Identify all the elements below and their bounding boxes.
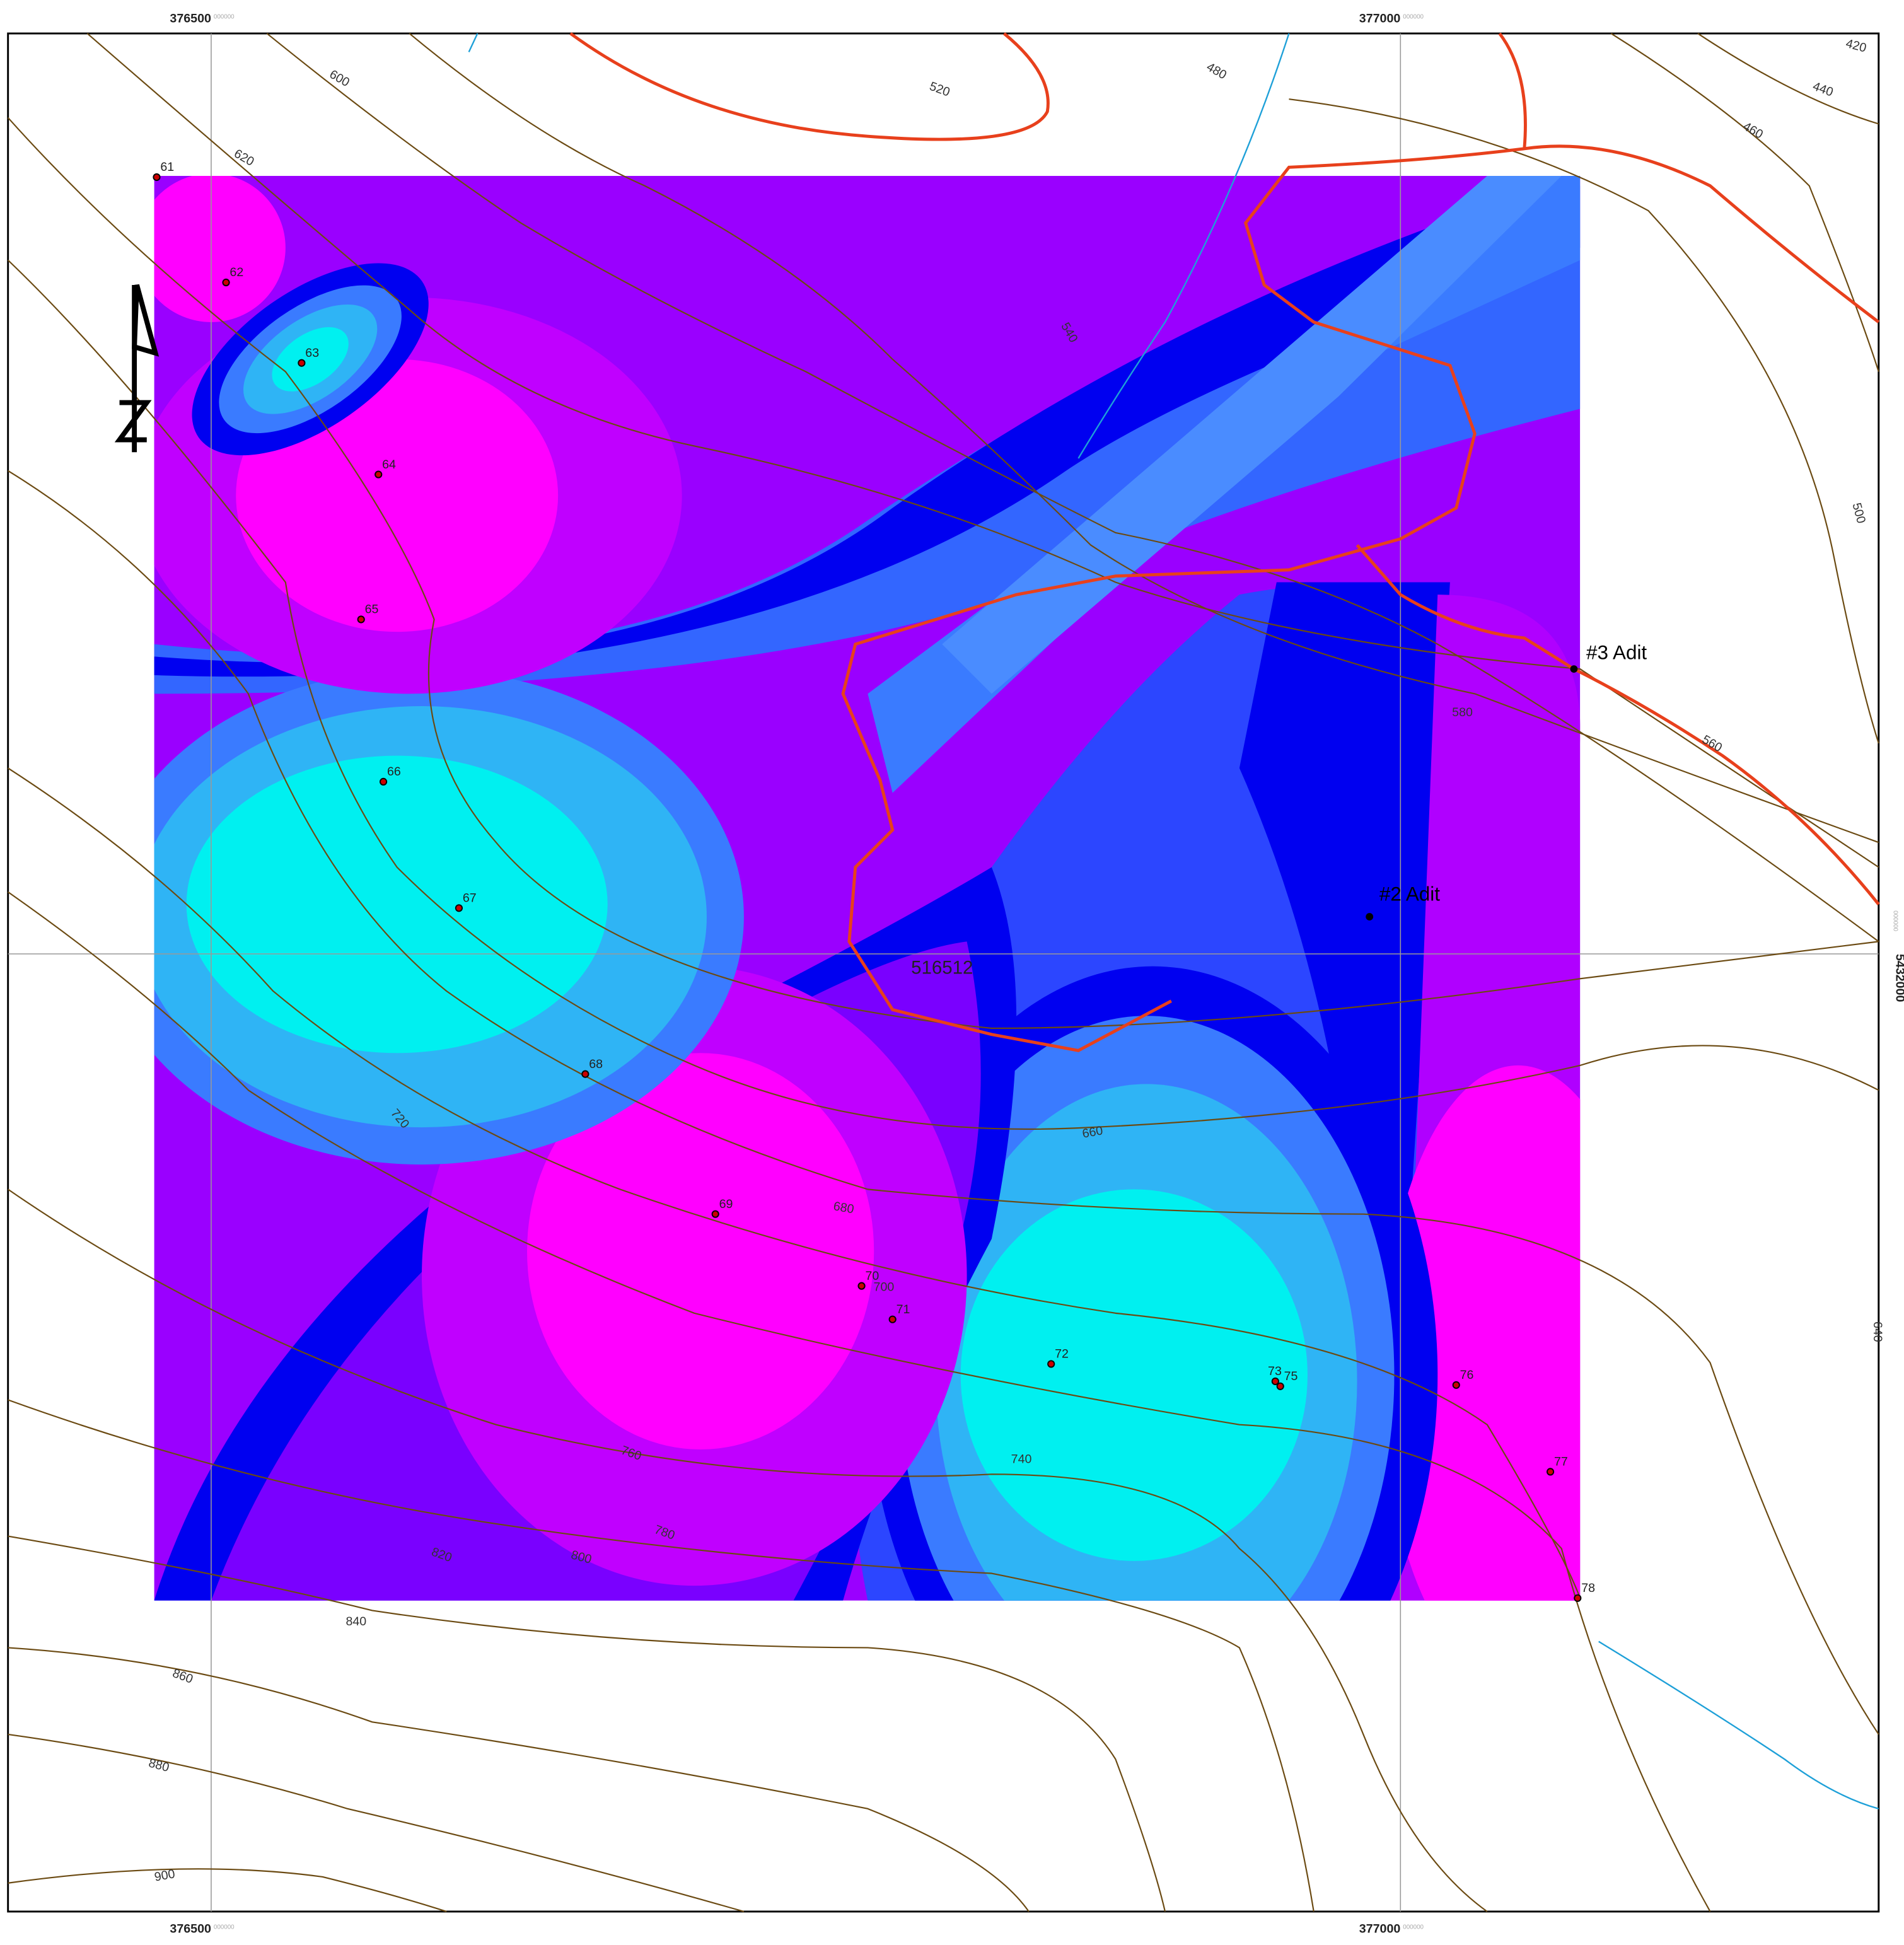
adit-point — [1570, 665, 1578, 673]
grid-suffix: 000000 — [214, 13, 235, 20]
body: 3765000000003765000000003770000000003770… — [0, 0, 1904, 1945]
sample-point — [153, 174, 160, 180]
sample-label: 73 — [1268, 1364, 1282, 1378]
page: {"map": { "grid_labels": {"x": ["376500"… — [0, 0, 1904, 1945]
grid-label: 377000 — [1359, 1922, 1401, 1936]
sample-point — [582, 1071, 588, 1077]
contour-label: 840 — [345, 1615, 366, 1629]
grid-suffix: 000000 — [1403, 13, 1424, 20]
sample-label: 67 — [463, 891, 477, 905]
sample-point — [890, 1316, 896, 1323]
sample-point — [1277, 1383, 1284, 1390]
adit-label: #2 Adit — [1379, 883, 1440, 905]
sample-label: 78 — [1581, 1581, 1595, 1595]
sample-point — [712, 1211, 719, 1217]
sample-label: 71 — [897, 1303, 910, 1316]
sample-point — [1547, 1468, 1553, 1475]
sample-label: 69 — [719, 1197, 733, 1211]
sample-point — [1453, 1382, 1460, 1388]
sample-label: 77 — [1554, 1455, 1568, 1469]
sample-label: 62 — [229, 265, 243, 279]
center-label: 516512 — [911, 957, 973, 978]
sample-point — [1574, 1595, 1581, 1601]
sample-label: 64 — [382, 458, 396, 472]
sample-label: 61 — [160, 160, 174, 174]
adit-label: #3 Adit — [1586, 641, 1647, 663]
grid-label: 376500 — [170, 1922, 211, 1936]
adit-point — [1366, 913, 1373, 920]
sample-label: 72 — [1055, 1347, 1069, 1361]
grid-label: 376500 — [170, 11, 211, 25]
grid-suffix: 000000 — [1403, 1924, 1424, 1930]
sample-label: 66 — [387, 765, 401, 779]
interpolated-field — [100, 173, 1654, 1784]
sample-label: 68 — [589, 1057, 603, 1071]
ellipse-shape — [961, 1189, 1308, 1560]
sample-point — [858, 1283, 864, 1289]
map: 3765000000003765000000003770000000003770… — [0, 0, 1904, 1945]
sample-point — [223, 279, 229, 286]
sample-point — [1048, 1361, 1054, 1367]
contour-label: 580 — [1452, 705, 1473, 719]
sample-point — [298, 360, 305, 366]
sample-label: 76 — [1460, 1368, 1474, 1382]
sample-point — [456, 905, 462, 911]
grid-suffix: 000000 — [214, 1924, 235, 1930]
sample-point — [380, 779, 386, 785]
sample-point — [358, 616, 364, 622]
ellipse-shape — [187, 756, 608, 1054]
sample-label: 65 — [365, 603, 379, 617]
contour-label: 640 — [1871, 1321, 1884, 1342]
grid-suffix: 000000 — [1891, 910, 1898, 931]
grid-label: 5432000 — [1893, 954, 1904, 1002]
sample-point — [375, 471, 381, 477]
sample-label: 75 — [1284, 1369, 1298, 1383]
grid-label: 377000 — [1359, 11, 1401, 25]
sample-label: 63 — [305, 346, 319, 360]
sample-label: 70 — [865, 1269, 879, 1283]
contour-label: 740 — [1011, 1453, 1032, 1466]
